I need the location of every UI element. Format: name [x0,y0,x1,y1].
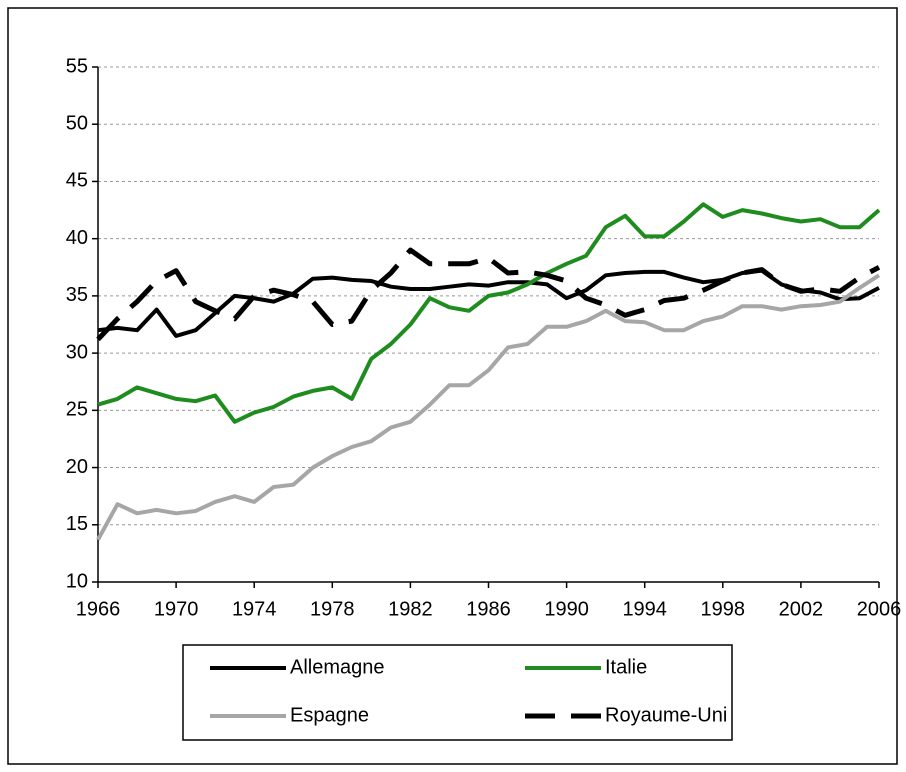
x-tick-label: 1966 [76,598,121,620]
y-tick-label: 30 [66,341,88,363]
x-tick-label: 2002 [779,598,824,620]
x-tick-label: 1986 [466,598,511,620]
x-tick-label: 1974 [232,598,277,620]
y-tick-label: 25 [66,399,88,421]
y-tick-label: 15 [66,513,88,535]
y-tick-label: 45 [66,170,88,192]
x-tick-label: 1998 [701,598,746,620]
y-tick-label: 10 [66,570,88,592]
y-tick-label: 50 [66,113,88,135]
series-line [96,247,881,342]
x-tick-label: 1970 [154,598,199,620]
x-tick-label: 1978 [310,598,355,620]
x-tick-label: 1994 [622,598,667,620]
legend-label: Italie [605,656,647,678]
legend-label: Royaume-Uni [605,704,727,726]
series-line [97,202,881,424]
x-tick-label: 1990 [544,598,589,620]
x-tick-label: 1982 [388,598,433,620]
x-tick-label: 2006 [857,598,902,620]
legend-label: Espagne [290,704,369,726]
y-tick-label: 35 [66,284,88,306]
y-tick-label: 40 [66,227,88,249]
y-tick-label: 20 [66,456,88,478]
legend-box [182,644,733,741]
series-line [96,273,881,541]
y-tick-label: 55 [66,55,88,77]
legend-label: Allemagne [290,656,385,678]
